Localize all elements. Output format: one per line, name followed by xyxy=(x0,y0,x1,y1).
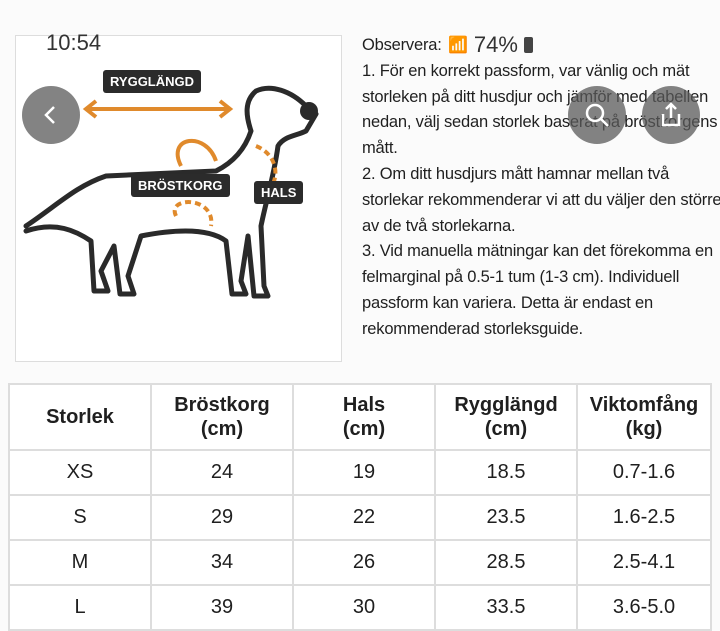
chest-label: BRÖSTKORG xyxy=(131,174,230,197)
cell: 28.5 xyxy=(434,539,578,586)
cell: S xyxy=(8,494,152,541)
cell: 30 xyxy=(292,584,436,631)
cell: 26 xyxy=(292,539,436,586)
table-header-row: Storlek Bröstkorg (cm) Hals (cm) Rygglän… xyxy=(8,383,712,451)
header-chest: Bröstkorg (cm) xyxy=(150,383,294,451)
share-icon xyxy=(661,102,681,127)
cell: 0.7-1.6 xyxy=(576,449,712,496)
header-size: Storlek xyxy=(8,383,152,451)
cell: 19 xyxy=(292,449,436,496)
search-icon xyxy=(585,103,609,127)
cell: 23.5 xyxy=(434,494,578,541)
table-row: S 29 22 23.5 1.6-2.5 xyxy=(8,494,712,541)
back-button[interactable] xyxy=(22,86,80,144)
cell: 29 xyxy=(150,494,294,541)
header-neck: Hals (cm) xyxy=(292,383,436,451)
share-button[interactable] xyxy=(642,86,700,144)
table-row: XS 24 19 18.5 0.7-1.6 xyxy=(8,449,712,496)
back-icon xyxy=(44,106,55,124)
status-icons: 📶 74% xyxy=(448,32,533,58)
neck-label: HALS xyxy=(254,181,304,204)
header-back-length: Rygglängd (cm) xyxy=(434,383,578,451)
cell: 22 xyxy=(292,494,436,541)
back-length-label: RYGGLÄNGD xyxy=(103,70,202,93)
cell: 1.6-2.5 xyxy=(576,494,712,541)
size-table: Storlek Bröstkorg (cm) Hals (cm) Rygglän… xyxy=(8,383,712,631)
cell: 33.5 xyxy=(434,584,578,631)
dog-measurement-illustration: RYGGLÄNGD BRÖSTKORG HALS xyxy=(15,35,342,362)
cell: 3.6-5.0 xyxy=(576,584,712,631)
cell: 24 xyxy=(150,449,294,496)
dog-outline-icon xyxy=(23,85,319,299)
cell: XS xyxy=(8,449,152,496)
header-weight: Viktomfång (kg) xyxy=(576,383,712,451)
battery-icon xyxy=(523,37,533,53)
search-button[interactable] xyxy=(568,86,626,144)
note-3: 3. Vid manuella mätningar kan det föreko… xyxy=(362,242,718,338)
table-row: M 34 26 28.5 2.5-4.1 xyxy=(8,539,712,586)
cell: 18.5 xyxy=(434,449,578,496)
notes-title: Observera: xyxy=(362,36,442,54)
notes-text: Observera: 1. För en korrekt passform, v… xyxy=(362,33,720,343)
table-row: L 39 30 33.5 3.6-5.0 xyxy=(8,584,712,631)
cell: L xyxy=(8,584,152,631)
cell: 34 xyxy=(150,539,294,586)
note-2: 2. Om ditt husdjurs mått hamnar mellan t… xyxy=(362,164,720,235)
cell: 2.5-4.1 xyxy=(576,539,712,586)
status-time: 10:54 xyxy=(46,30,102,55)
wifi-icon: 📶 xyxy=(448,37,468,54)
battery-percent: 74% xyxy=(473,32,518,57)
cell: 39 xyxy=(150,584,294,631)
cell: M xyxy=(8,539,152,586)
